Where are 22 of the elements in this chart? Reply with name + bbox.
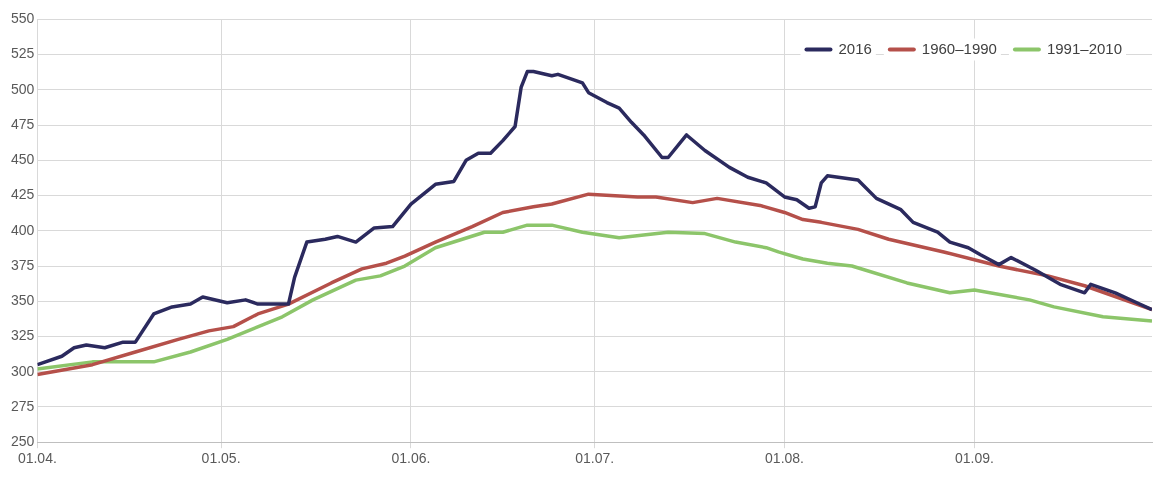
legend-label: 1960–1990 [921,39,997,57]
y-tick-label: 550 [11,10,35,27]
y-tick-label: 325 [11,327,35,344]
y-tick-label: 350 [11,292,35,309]
y-tick-label: 500 [11,80,35,97]
legend-label: 1991–2010 [1046,39,1123,57]
y-tick-label: 300 [11,362,35,379]
y-tick-label: 475 [11,115,35,132]
x-tick-label: 01.06. [391,450,431,467]
x-tick-label: 01.08. [765,450,804,467]
y-tick-label: 450 [11,151,35,168]
y-tick-label: 400 [11,221,35,238]
x-tick-label: 01.07. [575,450,615,467]
x-tick-label: 01.05. [201,450,241,467]
y-tick-label: 275 [11,397,35,414]
y-tick-label: 250 [11,433,35,450]
x-tick-label: 01.09. [954,450,994,467]
y-tick-label: 525 [11,45,35,62]
y-tick-label: 375 [11,256,35,273]
x-tick-label: 01.04. [17,450,57,467]
y-tick-label: 425 [11,186,35,203]
legend-label: 2016 [838,39,872,57]
